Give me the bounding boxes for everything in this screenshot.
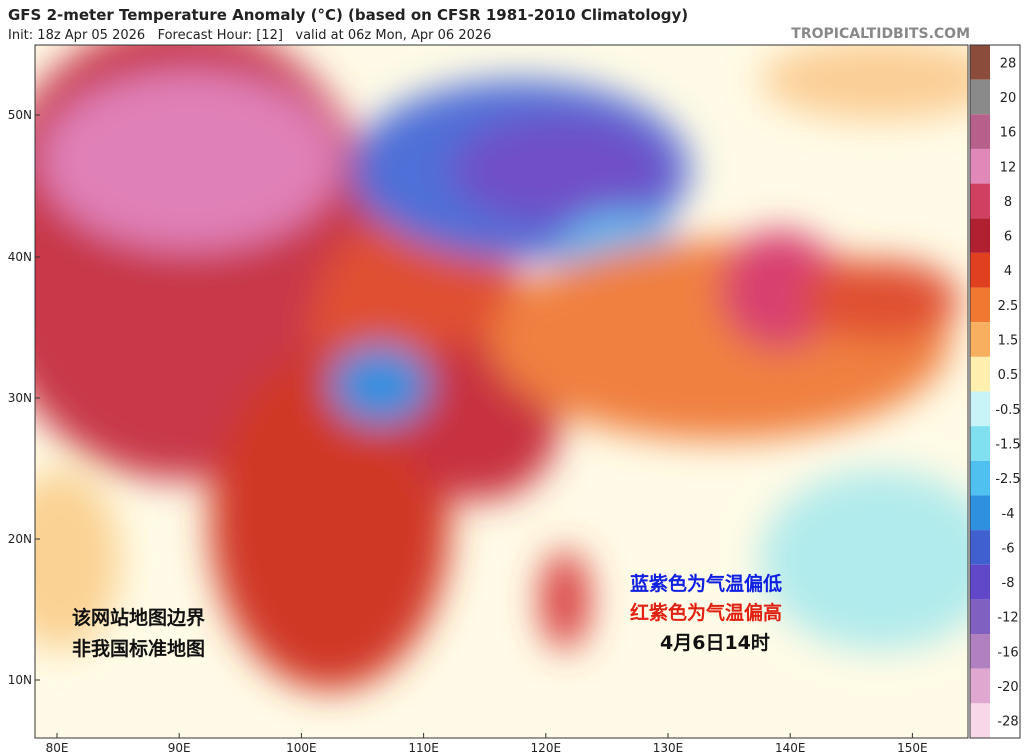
colorbar-label: -8 (1002, 576, 1015, 591)
colorbar-label: -12 (997, 611, 1018, 626)
colorbar-swatch (970, 460, 990, 496)
lon-label: 130E (653, 741, 684, 755)
colorbar-swatch (970, 356, 990, 392)
disclaimer: 该网站地图边界 (72, 606, 205, 629)
title: GFS 2-meter Temperature Anomaly (°C) (ba… (8, 6, 688, 24)
time-note: 4月6日14时 (660, 632, 770, 654)
colorbar-label: -28 (997, 715, 1018, 730)
colorbar-swatch (970, 148, 990, 184)
colorbar-label: -20 (997, 680, 1018, 695)
colorbar-swatch (970, 218, 990, 253)
lon-label: 120E (531, 741, 562, 755)
lon-label: 150E (897, 741, 928, 755)
colorbar-label: -4 (1002, 507, 1015, 522)
colorbar-label: 8 (1004, 195, 1012, 210)
colorbar-label: 6 (1004, 230, 1012, 245)
lon-label: 80E (46, 741, 69, 755)
colorbar-label: 0.5 (998, 368, 1019, 383)
colorbar-label: -0.5 (995, 403, 1020, 418)
lat-label: 30N (8, 391, 32, 405)
colorbar-label: 16 (1000, 126, 1017, 141)
colorbar-swatch (970, 564, 990, 600)
lat-label: 40N (8, 250, 32, 264)
colorbar-swatch (970, 599, 990, 635)
anomaly-map (35, 45, 968, 738)
warm-note: 红紫色为气温偏高 (630, 601, 782, 624)
lon-label: 110E (408, 741, 439, 755)
colorbar-swatch (970, 426, 990, 461)
colorbar-swatch (970, 287, 990, 323)
colorbar-swatch (970, 495, 990, 531)
colorbar-label: 4 (1004, 264, 1012, 279)
colorbar-label: 20 (1000, 91, 1017, 106)
colorbar-label: -1.5 (995, 437, 1020, 452)
colorbar-swatch (970, 530, 990, 565)
colorbar-label: 1.5 (998, 334, 1019, 349)
anomaly-field (35, 45, 968, 690)
colorbar-swatch (970, 79, 990, 115)
colorbar-swatch (970, 668, 990, 704)
lat-label: 10N (8, 673, 32, 687)
lat-label: 50N (8, 108, 32, 122)
map-frame (34, 44, 969, 739)
subtitle: Init: 18z Apr 05 2026 Forecast Hour: [12… (8, 28, 491, 43)
colorbar-label: -6 (1002, 541, 1015, 556)
lon-label: 100E (286, 741, 317, 755)
colorbar-label: 28 (1000, 56, 1017, 71)
colorbar-label: 12 (1000, 160, 1017, 175)
watermark: TROPICALTIDBITS.COM (791, 26, 970, 42)
lon-label: 90E (168, 741, 191, 755)
colorbar-swatch (970, 322, 990, 357)
colorbar-label: -2.5 (995, 472, 1020, 487)
colorbar-swatch (970, 114, 990, 149)
colorbar-swatch (970, 391, 990, 427)
lat-label: 20N (8, 532, 32, 546)
cold-note: 蓝紫色为气温偏低 (630, 572, 782, 595)
disclaimer: 非我国标准地图 (72, 637, 205, 660)
colorbar-label: 2.5 (998, 299, 1019, 314)
colorbar-swatch (970, 252, 990, 288)
colorbar-swatch (970, 703, 990, 738)
colorbar-label: -16 (997, 645, 1018, 660)
colorbar-swatch (970, 634, 990, 669)
colorbar-frame (969, 44, 1021, 739)
colorbar-swatch (970, 45, 990, 80)
colorbar-swatch (970, 183, 990, 219)
lon-label: 140E (775, 741, 806, 755)
